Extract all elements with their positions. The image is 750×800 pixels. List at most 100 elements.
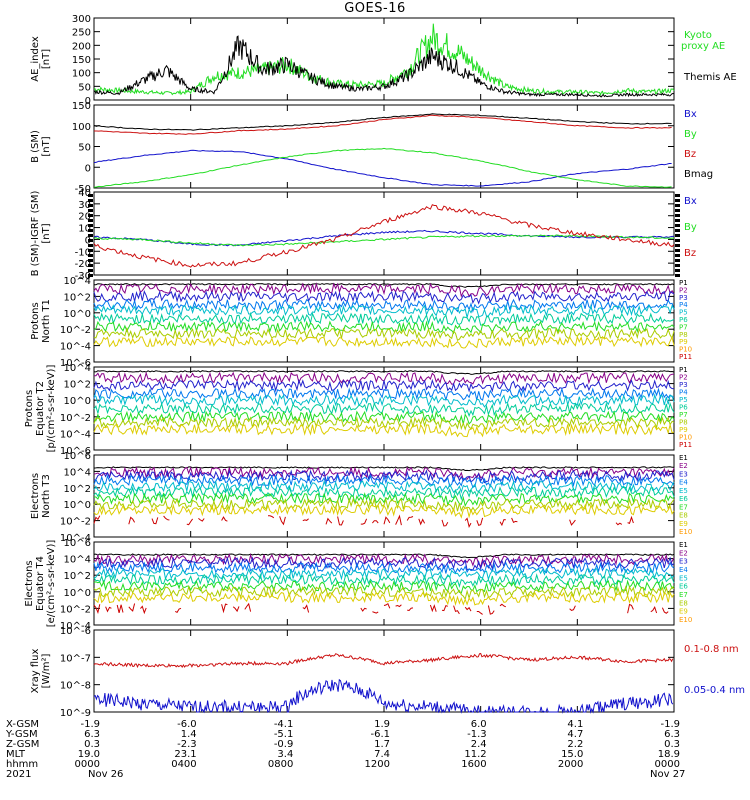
- series-line-e5: [93, 479, 675, 494]
- channel-legend-p10: P10: [679, 346, 692, 354]
- footer-value: 6.3: [84, 729, 100, 740]
- panel-edge-bar: [88, 199, 93, 202]
- y-tick-label: 10^-8: [60, 681, 91, 692]
- channel-legend-e4: E4: [679, 479, 688, 487]
- y-tick-label: 10^-2: [60, 517, 91, 528]
- footer-value: 2.2: [567, 739, 583, 750]
- series-line-e10: [650, 606, 658, 614]
- series-line-e10: [128, 516, 136, 525]
- series-line-e10: [627, 515, 634, 524]
- series-line-e3: [93, 556, 675, 571]
- footer-value: 6.0: [471, 719, 487, 730]
- y-axis-label-line: [W/m²]: [41, 653, 52, 688]
- y-tick-label: -10: [75, 247, 91, 258]
- y-tick-label: 10^-6: [60, 626, 91, 637]
- y-tick-label: 10^2: [64, 571, 91, 582]
- legend-entry: By: [684, 222, 697, 233]
- series-line-e10: [360, 607, 367, 612]
- footer-value: 11.2: [464, 749, 486, 760]
- channel-legend-e8: E8: [679, 512, 688, 520]
- panel-edge-bar: [88, 269, 93, 272]
- panel-edge-bar: [675, 274, 680, 277]
- footer-value: 23.1: [174, 749, 196, 760]
- series-line-by: [93, 234, 675, 247]
- y-tick-label: 10^2: [64, 484, 91, 495]
- y-axis-label-line: [nT]: [41, 223, 52, 243]
- legend-entry: Bx: [684, 109, 697, 120]
- series-line-e10: [279, 516, 286, 526]
- y-tick-label: 10^-6: [60, 446, 91, 457]
- footer-value: -1.9: [660, 719, 680, 730]
- panel-edge-bar: [88, 234, 93, 237]
- series-line-bz: [94, 114, 672, 135]
- y-tick-label: 250: [72, 28, 91, 39]
- series-line-e10: [140, 605, 147, 615]
- y-tick-label: 30: [78, 200, 91, 211]
- legend-entry: Bz: [684, 149, 696, 160]
- series-line-e10: [453, 605, 460, 615]
- series-line-p6: [93, 311, 675, 326]
- y-tick-label: 10^4: [64, 467, 91, 478]
- footer-value: 0000: [655, 759, 680, 770]
- channel-legend-p7: P7: [679, 323, 688, 331]
- series-line-p5: [93, 304, 675, 318]
- channel-legend-e6: E6: [679, 495, 688, 503]
- channel-legend-e5: E5: [679, 487, 688, 495]
- channel-legend-e9: E9: [679, 520, 688, 528]
- series-line-xray-long: [93, 652, 674, 669]
- channel-legend-p10: P10: [679, 434, 692, 442]
- channel-legend-p9: P9: [679, 426, 688, 434]
- series-line-e10: [487, 605, 495, 615]
- footer-row-label: Y-GSM: [5, 729, 38, 740]
- y-axis-label-line: [p/(cm²-s-sr-keV)]: [46, 365, 57, 453]
- panel-edge-bar: [88, 239, 93, 242]
- panel-edge-bar: [88, 194, 93, 197]
- y-tick-label: 300: [72, 14, 91, 25]
- footer-value: -1.3: [467, 729, 487, 740]
- y-tick-label: 100: [72, 69, 91, 80]
- panel-edge-bar: [675, 269, 680, 272]
- footer-value: 18.9: [658, 749, 680, 760]
- legend-entry: By: [684, 129, 697, 140]
- panel-edge-bar: [88, 224, 93, 227]
- panel-edge-bar: [675, 224, 680, 227]
- panel-edge-bar: [675, 229, 680, 232]
- series-line-e10: [360, 518, 368, 525]
- y-axis-label: Protons Equator T2 [p/(cm²-s-sr-keV)]: [24, 365, 57, 453]
- y-axis-label-line: Protons: [24, 390, 35, 427]
- channel-legend-p5: P5: [679, 396, 688, 404]
- y-tick-label: 100: [72, 122, 91, 133]
- series-line-e1: [93, 553, 675, 559]
- channel-legend-e6: E6: [679, 583, 688, 591]
- panel-edge-bar: [88, 274, 93, 277]
- y-axis-label-line: Equator T2: [35, 381, 46, 436]
- chart-title: GOES-16: [344, 1, 406, 16]
- y-tick-label: 50: [78, 143, 91, 154]
- channel-legend-e9: E9: [679, 608, 688, 616]
- series-line-bx: [93, 229, 674, 247]
- footer-value: 7.4: [374, 749, 390, 760]
- series-line-e10: [464, 517, 472, 528]
- footer-row-label: 2021: [6, 769, 31, 780]
- y-tick-label: 200: [72, 41, 91, 52]
- series-line-e5: [93, 567, 675, 581]
- series-line-e10: [569, 519, 576, 526]
- y-tick-label: 10^0: [64, 588, 91, 599]
- panel-edge-bar: [675, 239, 680, 242]
- series-line-e10: [661, 607, 669, 614]
- series-line-e10: [395, 604, 402, 608]
- panel-edge-bar: [88, 264, 93, 267]
- y-tick-label: 10^-2: [60, 325, 91, 336]
- y-axis-label: Electrons Equator T4 [e/(cm²-s-sr-keV)]: [24, 540, 57, 628]
- y-tick-label: 10^4: [64, 555, 91, 566]
- series-line-p9: [93, 422, 675, 438]
- series-line-p5: [93, 393, 675, 408]
- y-axis-label-line: Protons: [30, 302, 41, 339]
- panel-edge-bar: [675, 234, 680, 237]
- panel-edge-bar: [88, 254, 93, 257]
- y-axis-label: B (SM) [nT]: [30, 130, 52, 163]
- footer-value: -6.1: [370, 729, 390, 740]
- channel-legend-p6: P6: [679, 316, 688, 324]
- series-line-e10: [198, 518, 205, 522]
- y-tick-label: 40: [78, 188, 91, 199]
